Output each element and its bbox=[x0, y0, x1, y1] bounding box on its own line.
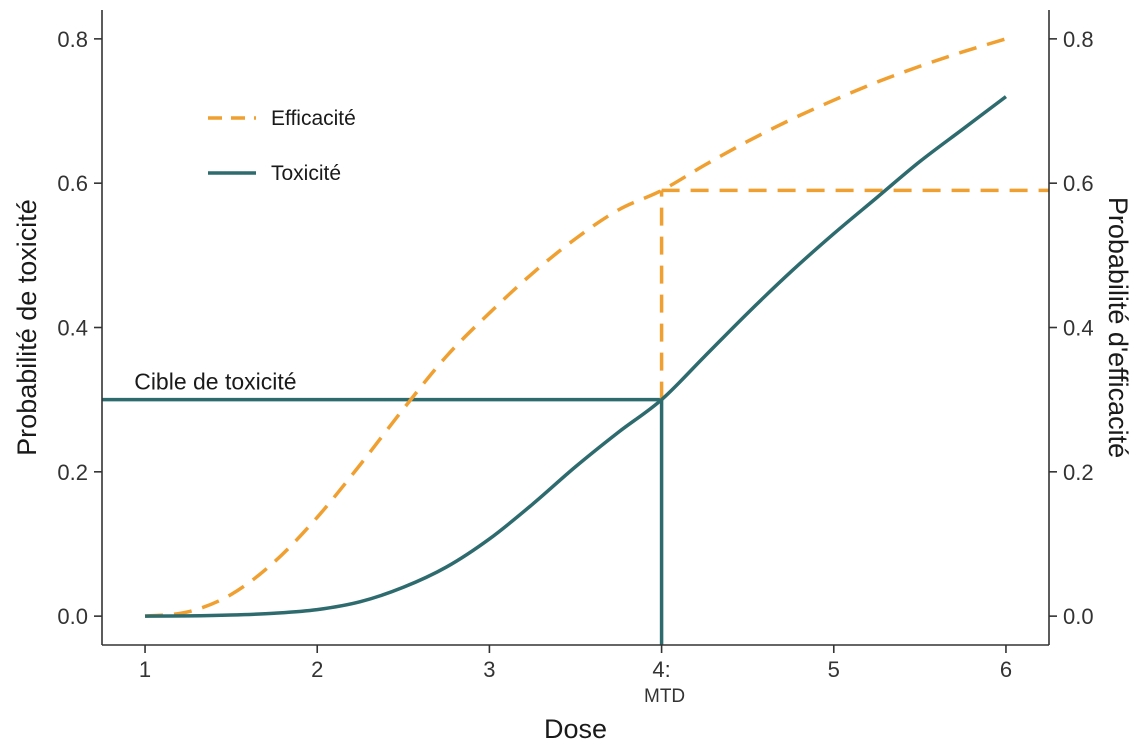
x-axis-title: Dose bbox=[544, 714, 607, 744]
y-tick-label-left: 0.2 bbox=[57, 460, 88, 485]
y-tick-label-right: 0.6 bbox=[1063, 171, 1094, 196]
x-tick-label: 5 bbox=[828, 657, 840, 682]
chart-marks bbox=[102, 37, 1049, 645]
y-axis-title-left: Probabilité de toxicité bbox=[12, 199, 42, 456]
y-tick-label-right: 0.2 bbox=[1063, 460, 1094, 485]
y-tick-label-left: 0.0 bbox=[57, 604, 88, 629]
x-tick-label: 1 bbox=[139, 657, 151, 682]
toxicity-target-annotation: Cible de toxicité bbox=[134, 369, 296, 395]
y-tick-label-left: 0.6 bbox=[57, 171, 88, 196]
y-tick-label-left: 0.8 bbox=[57, 27, 88, 52]
legend: Efficacité Toxicité bbox=[208, 107, 356, 185]
x-tick-sublabel-mtd: MTD bbox=[644, 686, 685, 707]
x-tick-label: 4: bbox=[652, 657, 670, 682]
x-tick-label: 3 bbox=[483, 657, 495, 682]
x-tick-label: 6 bbox=[1000, 657, 1012, 682]
series-line-efficacy bbox=[144, 37, 1007, 618]
chart-axes: 0.0 0.0 0.2 0.2 0.4 0.4 0.6 0.6 0.8 0.8 1 2 3 4: MTD 5 6 bbox=[57, 10, 1094, 707]
legend-label-efficacy: Efficacité bbox=[271, 107, 356, 130]
legend-label-toxicity: Toxicité bbox=[271, 162, 341, 185]
y-axis-title-right: Probabilité d'efficacité bbox=[1103, 197, 1133, 458]
y-tick-label-right: 0.0 bbox=[1063, 604, 1094, 629]
y-tick-label-right: 0.8 bbox=[1063, 27, 1094, 52]
y-tick-label-left: 0.4 bbox=[57, 316, 88, 341]
series-line-toxicity bbox=[145, 95, 1008, 618]
x-tick-label: 2 bbox=[311, 657, 323, 682]
y-tick-label-right: 0.4 bbox=[1063, 316, 1094, 341]
